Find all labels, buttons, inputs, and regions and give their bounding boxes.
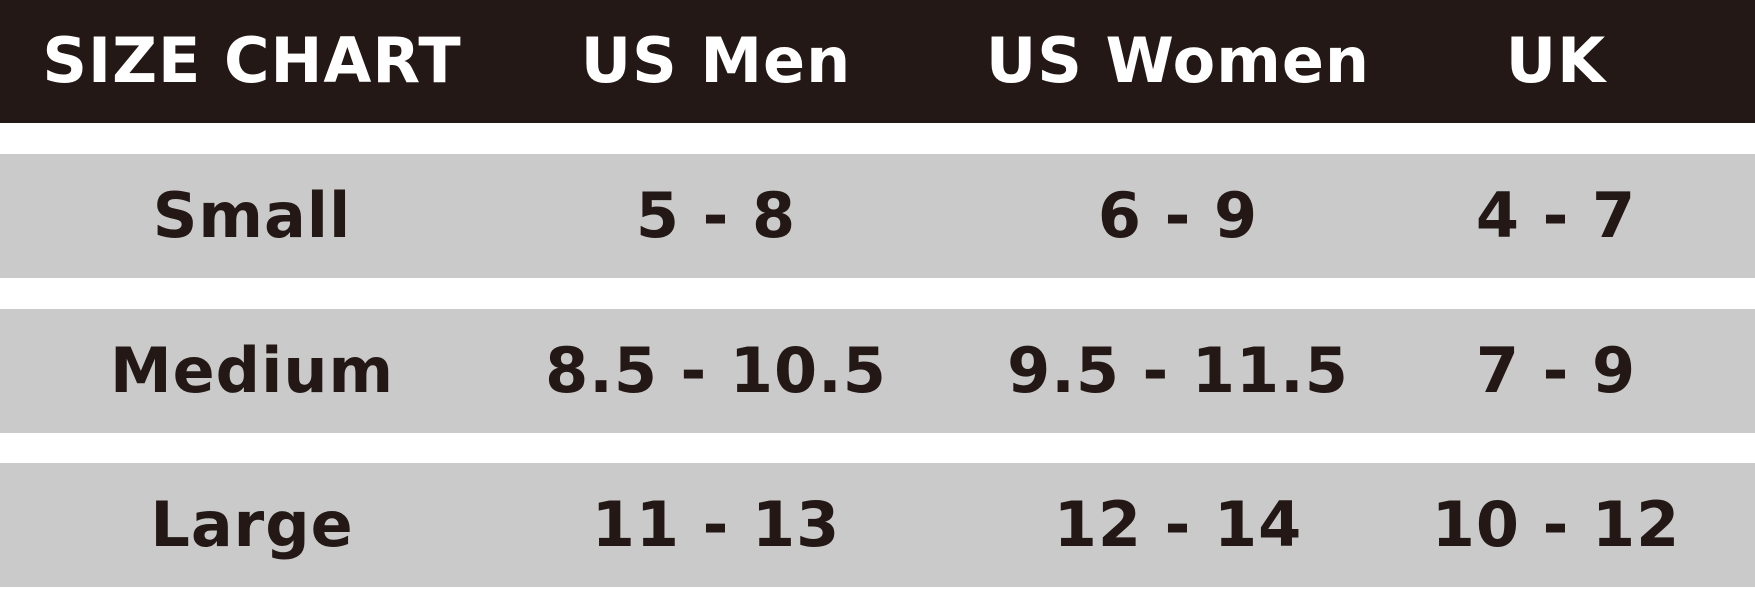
size-cell: 5 - 8 — [635, 179, 797, 252]
header-row: SIZE CHART US Men US Women UK — [0, 0, 1755, 123]
size-label: Small — [152, 179, 352, 252]
table-row: Small 5 - 8 6 - 9 4 - 7 — [0, 154, 1755, 278]
size-cell: 11 - 13 — [591, 488, 841, 561]
header-cell: SIZE CHART — [42, 24, 462, 97]
header-cell: US Women — [985, 24, 1371, 97]
size-label: Medium — [109, 334, 395, 407]
header-cell: UK — [1505, 24, 1607, 97]
size-cell: 12 - 14 — [1053, 488, 1303, 561]
header-cell: US Men — [580, 24, 852, 97]
size-cell: 10 - 12 — [1431, 488, 1681, 561]
table-row: Medium 8.5 - 10.5 9.5 - 11.5 7 - 9 — [0, 309, 1755, 433]
size-cell: 9.5 - 11.5 — [1007, 334, 1349, 407]
size-cell: 7 - 9 — [1475, 334, 1637, 407]
table-row: Large 11 - 13 12 - 14 10 - 12 — [0, 463, 1755, 587]
size-cell: 4 - 7 — [1475, 179, 1637, 252]
size-label: Large — [150, 488, 354, 561]
size-cell: 6 - 9 — [1097, 179, 1259, 252]
size-cell: 8.5 - 10.5 — [545, 334, 887, 407]
